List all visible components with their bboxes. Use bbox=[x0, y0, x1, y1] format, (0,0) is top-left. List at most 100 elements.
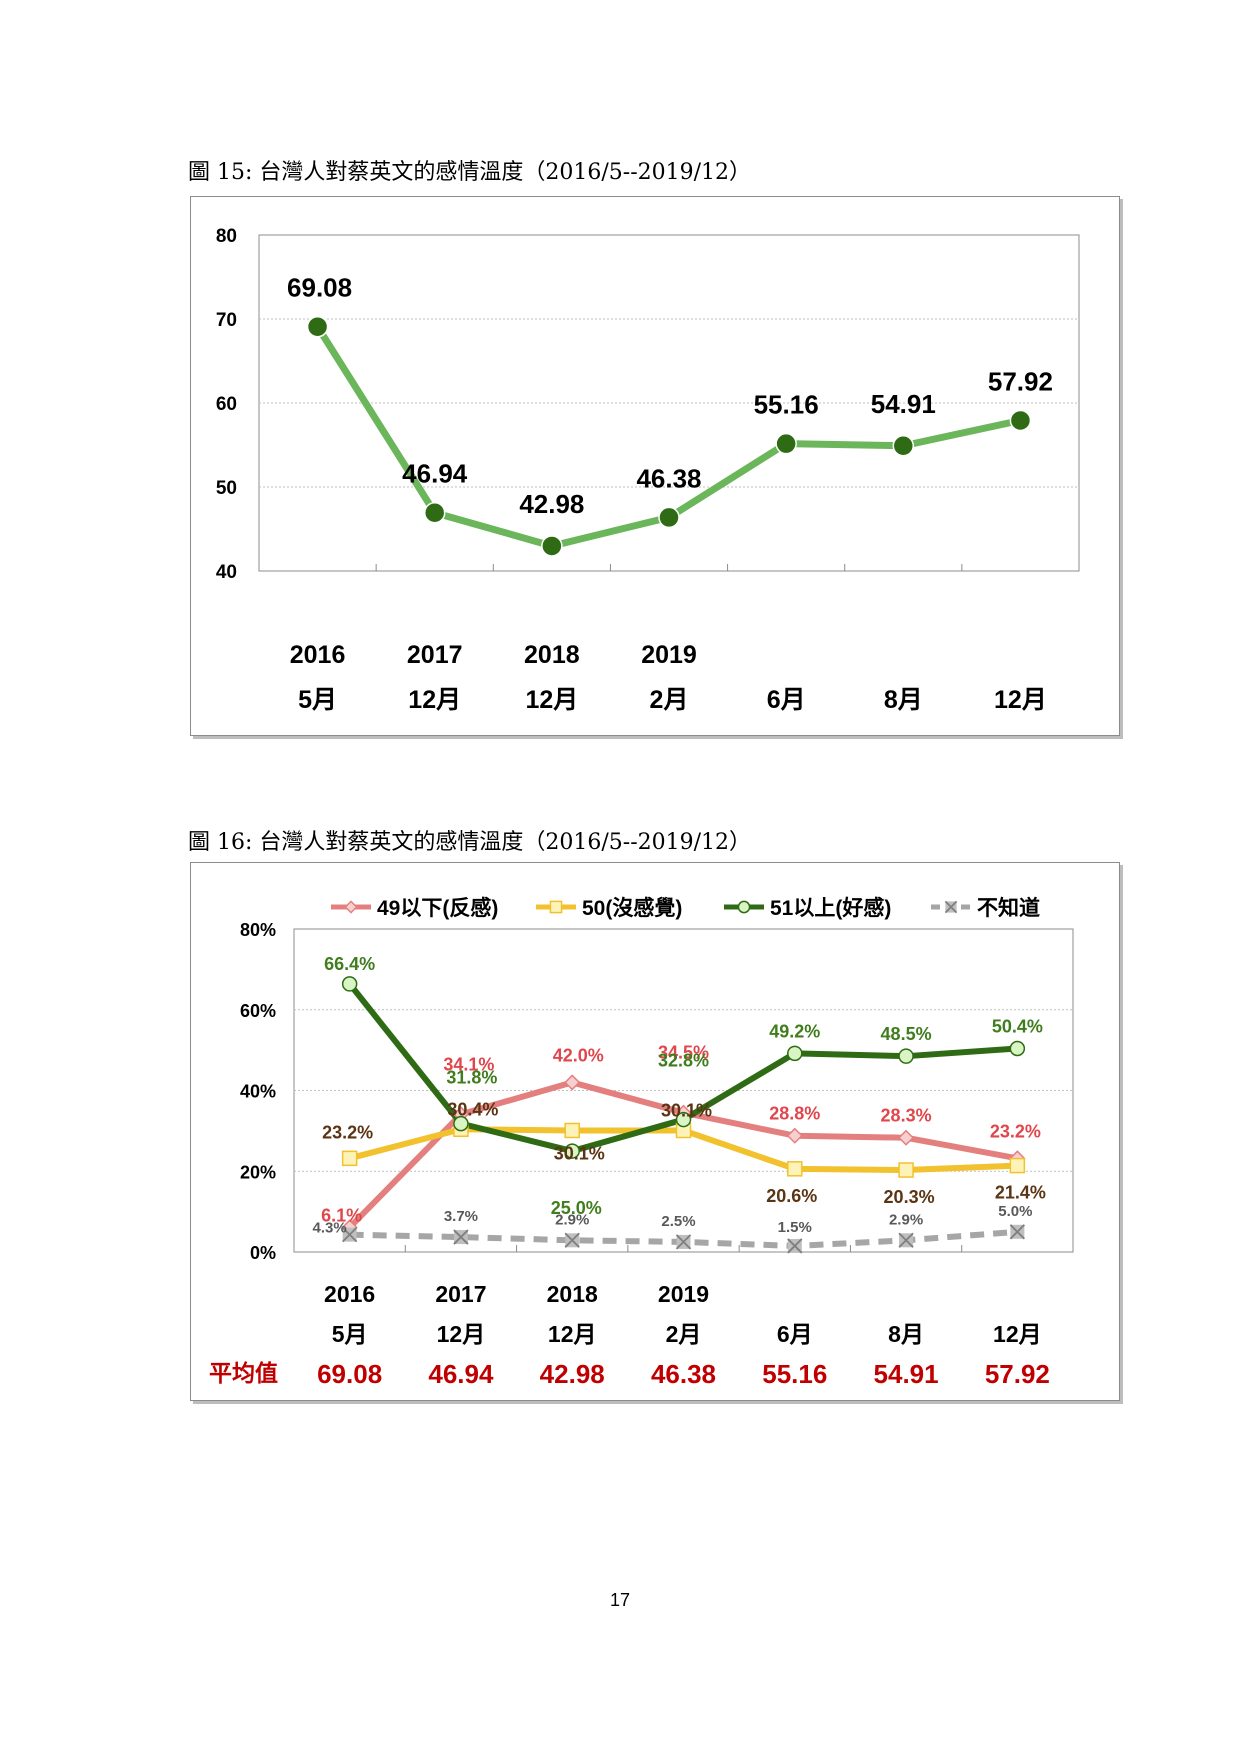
marker-circle bbox=[453, 1115, 469, 1132]
page-number: 17 bbox=[609, 1590, 631, 1610]
average-value: 54.91 bbox=[874, 1359, 939, 1389]
marker-circle bbox=[737, 900, 751, 914]
marker-x bbox=[564, 1232, 580, 1248]
data-label: 20.6% bbox=[766, 1186, 817, 1206]
x-tick-year: 2017 bbox=[407, 641, 463, 669]
data-label: 25.0% bbox=[551, 1198, 602, 1218]
data-point bbox=[658, 506, 680, 529]
x-tick-year: 2018 bbox=[547, 1281, 598, 1307]
data-label: 50.4% bbox=[992, 1017, 1043, 1037]
marker-square bbox=[549, 900, 563, 914]
x-tick-month: 5月 bbox=[298, 686, 337, 714]
data-label: 69.08 bbox=[287, 273, 352, 303]
y-tick-label: 80 bbox=[216, 226, 237, 247]
legend-label: 不知道 bbox=[977, 896, 1040, 920]
data-label: 6.1% bbox=[321, 1205, 362, 1225]
data-label: 34.1% bbox=[443, 1054, 494, 1074]
data-label: 2.5% bbox=[661, 1213, 695, 1230]
marker-square bbox=[898, 1162, 914, 1178]
marker-diamond bbox=[898, 1129, 915, 1146]
marker-circle bbox=[1009, 1040, 1026, 1057]
data-label: 30.1% bbox=[661, 1100, 712, 1120]
x-tick-month: 5月 bbox=[332, 1321, 368, 1347]
y-tick-label: 40 bbox=[216, 562, 237, 583]
data-label: 46.94 bbox=[402, 459, 468, 489]
x-tick-month: 12月 bbox=[548, 1321, 597, 1347]
x-tick-month: 6月 bbox=[777, 1321, 813, 1347]
figure-15-svg: 40 50 60 70 80 2016 5月 2017 12月 2018 12月 2019 2月 6月 8月… bbox=[216, 226, 1080, 714]
data-label: 54.91 bbox=[871, 389, 936, 419]
marker-square bbox=[787, 1161, 803, 1177]
x-tick-year: 2016 bbox=[324, 1281, 375, 1307]
marker-x bbox=[342, 1227, 358, 1243]
data-point bbox=[892, 435, 915, 457]
data-label: 30.1% bbox=[554, 1143, 605, 1163]
x-tick-month: 12月 bbox=[437, 1321, 486, 1347]
marker-circle bbox=[675, 1111, 692, 1128]
x-tick-month: 12月 bbox=[994, 686, 1047, 714]
average-value: 57.92 bbox=[985, 1359, 1050, 1389]
x-tick-year: 2016 bbox=[290, 641, 346, 669]
legend-label: 50(沒感覺) bbox=[582, 896, 682, 920]
figure-15-chart: 40 50 60 70 80 2016 5月 2017 12月 2018 12月 2019 2月 6月 8月… bbox=[190, 196, 1120, 736]
marker-x bbox=[1009, 1224, 1025, 1240]
data-label: 1.5% bbox=[778, 1219, 812, 1236]
data-label: 49.2% bbox=[769, 1021, 820, 1041]
x-tick-month: 2月 bbox=[650, 686, 689, 714]
data-point bbox=[306, 315, 329, 338]
y-tick-label: 70 bbox=[216, 310, 237, 331]
data-label: 31.8% bbox=[446, 1068, 497, 1088]
marker-circle bbox=[898, 1048, 914, 1064]
average-value: 42.98 bbox=[540, 1359, 605, 1389]
data-label: 4.3% bbox=[313, 1220, 347, 1237]
x-tick-month: 12月 bbox=[993, 1321, 1042, 1347]
legend-label: 49以下(反感) bbox=[377, 896, 498, 920]
data-label: 32.8% bbox=[658, 1051, 709, 1071]
x-tick-month: 8月 bbox=[888, 1321, 924, 1347]
marker-circle bbox=[787, 1045, 803, 1062]
y-tick-label: 50 bbox=[216, 478, 237, 499]
x-tick-month: 6月 bbox=[767, 686, 806, 714]
marker-x bbox=[453, 1229, 469, 1245]
data-label: 46.38 bbox=[636, 463, 701, 493]
y-tick-label: 80% bbox=[240, 920, 276, 940]
data-point bbox=[775, 432, 797, 455]
data-point bbox=[541, 535, 563, 557]
data-label: 57.92 bbox=[988, 366, 1053, 396]
average-value: 55.16 bbox=[762, 1359, 827, 1389]
data-label: 20.3% bbox=[884, 1187, 935, 1207]
average-value: 46.94 bbox=[428, 1359, 494, 1389]
figure-15-caption: 圖 15: 台灣人對蔡英文的感情溫度（2016/5--2019/12） bbox=[188, 160, 752, 185]
x-tick-year: 2017 bbox=[435, 1281, 486, 1307]
marker-circle bbox=[341, 976, 358, 992]
marker-diamond bbox=[786, 1127, 803, 1144]
x-tick-year: 2018 bbox=[524, 641, 580, 669]
data-point bbox=[1009, 409, 1032, 432]
data-label: 34.5% bbox=[658, 1043, 709, 1063]
marker-x bbox=[675, 1234, 692, 1250]
marker-diamond bbox=[564, 1074, 581, 1091]
data-label: 21.4% bbox=[995, 1183, 1046, 1203]
data-label: 23.2% bbox=[322, 1122, 373, 1142]
data-label: 66.4% bbox=[324, 954, 375, 974]
marker-square bbox=[341, 1150, 358, 1167]
marker-diamond bbox=[344, 900, 358, 914]
legend-label: 51以上(好感) bbox=[770, 896, 891, 920]
marker-square bbox=[564, 1122, 580, 1139]
figure-16-svg: 0% 20% 40% 60% 80% 49以下(反感) 50(沒感覺) 51以上(好感) 不知道… bbox=[209, 896, 1074, 1389]
marker-x bbox=[898, 1232, 914, 1248]
figure-16-chart: 0% 20% 40% 60% 80% 49以下(反感) 50(沒感覺) 51以上(好感) 不知道… bbox=[190, 862, 1120, 1401]
y-tick-label: 0% bbox=[250, 1243, 276, 1263]
data-point bbox=[423, 501, 446, 524]
x-tick-year: 2019 bbox=[641, 641, 697, 669]
x-tick-year: 2019 bbox=[658, 1281, 709, 1307]
y-tick-label: 40% bbox=[240, 1082, 276, 1102]
data-label: 42.98 bbox=[519, 489, 584, 519]
marker-x bbox=[787, 1238, 803, 1254]
marker-circle bbox=[564, 1143, 580, 1159]
x-tick-month: 12月 bbox=[408, 686, 461, 714]
data-label: 2.9% bbox=[555, 1211, 589, 1228]
data-label: 3.7% bbox=[444, 1208, 478, 1225]
average-value: 69.08 bbox=[317, 1359, 382, 1389]
data-label: 42.0% bbox=[553, 1045, 604, 1065]
